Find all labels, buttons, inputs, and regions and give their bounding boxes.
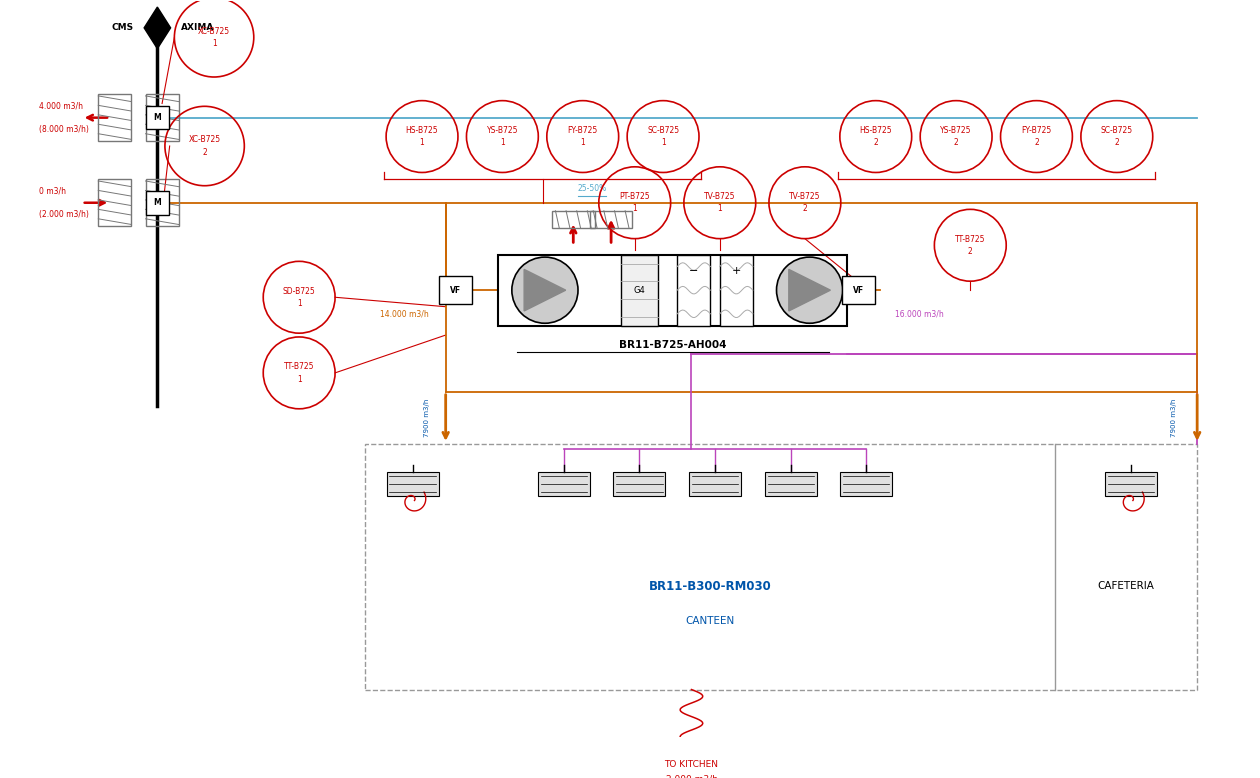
Text: TV-B725
2: TV-B725 2 [789, 192, 820, 213]
Bar [146, 179, 179, 226]
Text: 4.000 m3/h: 4.000 m3/h [39, 101, 83, 110]
Bar [719, 254, 753, 326]
Bar [689, 472, 741, 496]
Text: TV-B725
1: TV-B725 1 [704, 192, 736, 213]
Text: CMS: CMS [112, 23, 134, 33]
Text: YS-B725
2: YS-B725 2 [940, 126, 971, 147]
Text: SD-B725
1: SD-B725 1 [282, 286, 315, 308]
Text: AXIMA: AXIMA [181, 23, 214, 33]
Bar [552, 211, 595, 228]
Text: BR11-B300-RM030: BR11-B300-RM030 [649, 580, 771, 593]
Bar [614, 472, 665, 496]
Text: TT-B725
1: TT-B725 1 [284, 362, 315, 384]
Circle shape [512, 257, 578, 323]
Bar [1105, 472, 1157, 496]
Text: HS-B725
1: HS-B725 1 [406, 126, 438, 147]
Bar [538, 472, 590, 496]
Text: 7900 m3/h: 7900 m3/h [423, 398, 430, 437]
Text: 16.000 m3/h: 16.000 m3/h [895, 310, 944, 319]
Circle shape [776, 257, 843, 323]
Bar [146, 94, 179, 142]
Text: 0 m3/h: 0 m3/h [39, 186, 67, 195]
Bar [498, 254, 848, 326]
Text: TO KITCHEN: TO KITCHEN [664, 760, 718, 769]
Text: (2.000 m3/h): (2.000 m3/h) [39, 210, 89, 219]
Bar [765, 472, 816, 496]
Text: G4: G4 [634, 286, 645, 295]
Bar [387, 472, 438, 496]
Text: VF: VF [853, 286, 864, 295]
Text: TT-B725
2: TT-B725 2 [955, 234, 985, 256]
Text: 7900 m3/h: 7900 m3/h [1171, 398, 1177, 437]
Text: YS-B725
1: YS-B725 1 [486, 126, 518, 147]
Bar [678, 254, 711, 326]
Text: CANTEEN: CANTEEN [685, 615, 735, 626]
Text: BR11-B725-AH004: BR11-B725-AH004 [619, 340, 726, 350]
Bar [146, 106, 169, 129]
Text: FY-B725
2: FY-B725 2 [1022, 126, 1052, 147]
Bar [590, 211, 633, 228]
Text: SC-B725
1: SC-B725 1 [648, 126, 679, 147]
Text: M: M [154, 113, 161, 122]
Text: 14.000 m3/h: 14.000 m3/h [379, 310, 428, 319]
Text: SC-B725
2: SC-B725 2 [1101, 126, 1133, 147]
Polygon shape [524, 269, 566, 311]
Bar [146, 191, 169, 215]
Bar [438, 276, 471, 304]
Bar [365, 443, 1197, 689]
Bar [840, 472, 892, 496]
Text: −: − [689, 266, 698, 276]
Bar [842, 276, 876, 304]
Text: FY-B725
1: FY-B725 1 [567, 126, 597, 147]
Text: PT-B725
1: PT-B725 1 [620, 192, 650, 213]
Polygon shape [144, 7, 170, 49]
Bar [98, 94, 131, 142]
Bar [620, 254, 659, 326]
Text: 25-50%: 25-50% [577, 184, 607, 193]
Text: (8.000 m3/h): (8.000 m3/h) [39, 125, 89, 135]
Text: M: M [154, 198, 161, 207]
Text: VF: VF [450, 286, 461, 295]
Text: +: + [732, 266, 741, 276]
Text: CAFETERIA: CAFETERIA [1097, 581, 1154, 591]
Text: XC-B725
1: XC-B725 1 [198, 26, 231, 48]
Text: XC-B725
2: XC-B725 2 [189, 135, 220, 156]
Polygon shape [789, 269, 830, 311]
Bar [98, 179, 131, 226]
Text: HS-B725
2: HS-B725 2 [859, 126, 892, 147]
Text: 2.000 m3/h: 2.000 m3/h [665, 775, 717, 778]
